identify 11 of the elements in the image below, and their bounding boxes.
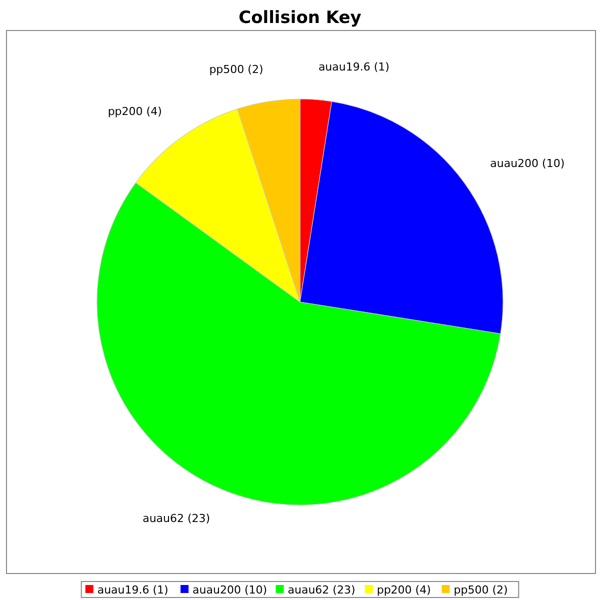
legend-label: pp200 (4) bbox=[376, 584, 431, 596]
legend-label: auau19.6 (1) bbox=[97, 584, 168, 596]
slice-label: pp500 (2) bbox=[209, 62, 264, 76]
slice-label: auau62 (23) bbox=[142, 512, 210, 526]
chart-title: Collision Key bbox=[238, 8, 362, 28]
slice-label: pp200 (4) bbox=[108, 104, 162, 118]
legend-label: pp500 (2) bbox=[454, 584, 508, 596]
slice-label: auau19.6 (1) bbox=[318, 60, 390, 74]
slice-label: auau200 (10) bbox=[490, 156, 565, 170]
legend-label: auau62 (23) bbox=[288, 584, 356, 596]
legend-label: auau200 (10) bbox=[192, 584, 268, 596]
